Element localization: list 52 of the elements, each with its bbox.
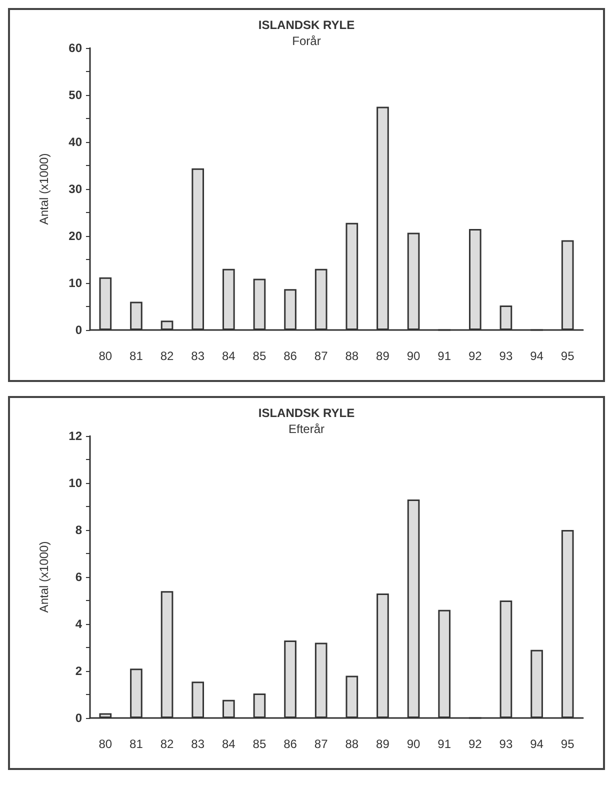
y-tick-label: 30 [68, 182, 82, 196]
y-tick-label: 40 [68, 135, 82, 149]
y-axis-title: Antal (x1000) [37, 541, 51, 613]
y-tick-label: 12 [68, 429, 82, 443]
x-tick-label: 88 [345, 737, 359, 751]
y-axis-title: Antal (x1000) [37, 153, 51, 225]
chart-subtitle: Efterår [288, 422, 325, 436]
y-tick-label: 20 [68, 229, 82, 243]
x-tick-label: 84 [222, 737, 236, 751]
x-tick-label: 83 [191, 737, 205, 751]
y-tick-label: 4 [75, 617, 82, 631]
x-tick-label: 92 [468, 737, 482, 751]
x-tick-label: 90 [406, 349, 421, 363]
y-tick-label: 6 [75, 570, 82, 584]
x-tick-label: 86 [284, 349, 298, 363]
y-tick-label: 0 [75, 711, 82, 725]
x-tick-label: 80 [98, 349, 112, 363]
chart-subtitle: Forår [292, 34, 321, 48]
x-tick-label: 84 [222, 349, 236, 363]
x-tick-label: 89 [376, 737, 390, 751]
x-tick-label: 94 [530, 349, 544, 363]
y-tick-label: 0 [75, 323, 82, 337]
x-tick-label: 83 [191, 349, 205, 363]
x-tick-label: 87 [314, 349, 328, 363]
y-tick-label: 60 [68, 41, 82, 55]
x-tick-label: 93 [499, 737, 513, 751]
x-tick-label: 82 [160, 349, 174, 363]
y-tick-label: 8 [75, 523, 82, 537]
x-tick-label: 89 [376, 349, 390, 363]
x-tick-label: 80 [98, 737, 112, 751]
x-tick-label: 91 [438, 737, 452, 751]
x-tick-label: 91 [438, 349, 452, 363]
y-tick-label: 2 [75, 664, 82, 678]
x-tick-label: 81 [130, 737, 144, 751]
y-tick-label: 10 [68, 476, 82, 490]
chart-title: ISLANDSK RYLE [258, 406, 355, 420]
x-tick-label: 85 [252, 737, 266, 751]
x-tick-label: 92 [468, 349, 482, 363]
x-tick-label: 82 [160, 737, 174, 751]
x-tick-label: 81 [130, 349, 144, 363]
x-tick-label: 86 [284, 737, 298, 751]
x-tick-label: 85 [252, 349, 266, 363]
x-tick-label: 95 [560, 737, 575, 751]
y-tick-label: 50 [68, 88, 82, 102]
chart-title: ISLANDSK RYLE [258, 18, 355, 32]
x-tick-label: 95 [560, 349, 575, 363]
x-tick-label: 93 [499, 349, 513, 363]
x-tick-label: 90 [406, 737, 421, 751]
y-tick-label: 10 [68, 276, 82, 290]
x-tick-label: 88 [345, 349, 359, 363]
x-tick-label: 94 [530, 737, 544, 751]
x-tick-label: 87 [314, 737, 328, 751]
